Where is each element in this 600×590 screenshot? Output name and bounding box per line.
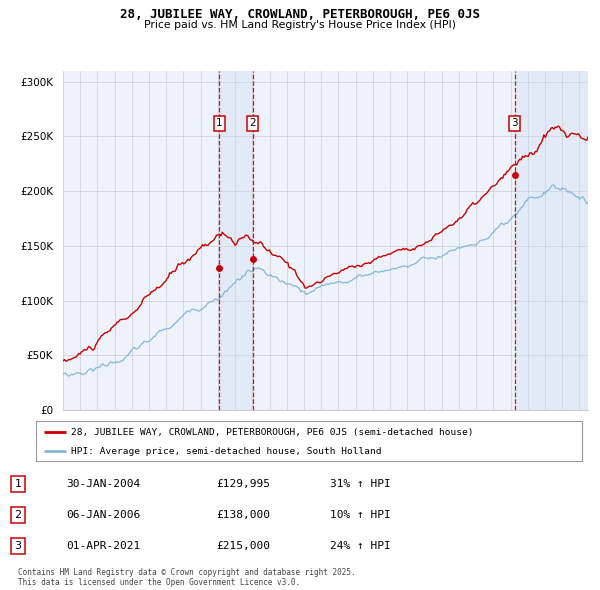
Text: £215,000: £215,000 [216, 541, 270, 551]
Text: 1: 1 [14, 478, 22, 489]
Text: 1: 1 [216, 119, 223, 129]
Text: 01-APR-2021: 01-APR-2021 [66, 541, 140, 551]
Bar [219, 71, 253, 410]
Text: £129,995: £129,995 [216, 478, 270, 489]
Text: 2: 2 [250, 119, 256, 129]
Text: 10% ↑ HPI: 10% ↑ HPI [330, 510, 391, 520]
Text: 31% ↑ HPI: 31% ↑ HPI [330, 478, 391, 489]
Text: 3: 3 [14, 541, 22, 551]
Text: 2: 2 [14, 510, 22, 520]
Text: 24% ↑ HPI: 24% ↑ HPI [330, 541, 391, 551]
Text: Price paid vs. HM Land Registry's House Price Index (HPI): Price paid vs. HM Land Registry's House … [144, 20, 456, 30]
Text: 3: 3 [512, 119, 518, 129]
Text: 30-JAN-2004: 30-JAN-2004 [66, 478, 140, 489]
Text: 28, JUBILEE WAY, CROWLAND, PETERBOROUGH, PE6 0JS: 28, JUBILEE WAY, CROWLAND, PETERBOROUGH,… [120, 8, 480, 21]
Text: £138,000: £138,000 [216, 510, 270, 520]
Text: HPI: Average price, semi-detached house, South Holland: HPI: Average price, semi-detached house,… [71, 447, 382, 456]
Text: Contains HM Land Registry data © Crown copyright and database right 2025.
This d: Contains HM Land Registry data © Crown c… [18, 568, 356, 587]
Text: 28, JUBILEE WAY, CROWLAND, PETERBOROUGH, PE6 0JS (semi-detached house): 28, JUBILEE WAY, CROWLAND, PETERBOROUGH,… [71, 428, 474, 437]
Bar [515, 71, 588, 410]
Text: 06-JAN-2006: 06-JAN-2006 [66, 510, 140, 520]
